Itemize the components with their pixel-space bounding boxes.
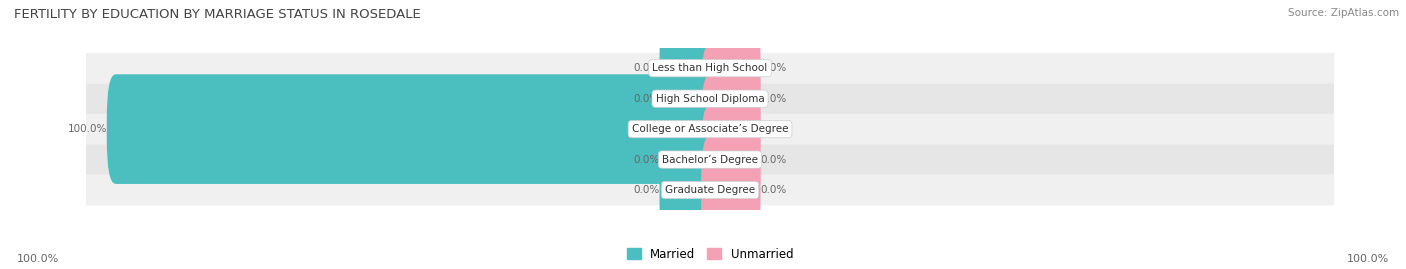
Text: 0.0%: 0.0%: [761, 124, 787, 134]
FancyBboxPatch shape: [659, 105, 718, 214]
FancyBboxPatch shape: [702, 44, 761, 154]
Text: Less than High School: Less than High School: [652, 63, 768, 73]
FancyBboxPatch shape: [107, 74, 718, 184]
Text: 100.0%: 100.0%: [17, 254, 59, 264]
Text: FERTILITY BY EDUCATION BY MARRIAGE STATUS IN ROSEDALE: FERTILITY BY EDUCATION BY MARRIAGE STATU…: [14, 8, 420, 21]
Text: 0.0%: 0.0%: [633, 155, 659, 165]
Text: 100.0%: 100.0%: [67, 124, 107, 134]
FancyBboxPatch shape: [659, 13, 718, 123]
FancyBboxPatch shape: [86, 175, 1334, 205]
Text: Graduate Degree: Graduate Degree: [665, 185, 755, 195]
Text: Source: ZipAtlas.com: Source: ZipAtlas.com: [1288, 8, 1399, 18]
Text: 0.0%: 0.0%: [761, 94, 787, 104]
FancyBboxPatch shape: [702, 13, 761, 123]
Text: Bachelor’s Degree: Bachelor’s Degree: [662, 155, 758, 165]
Text: 0.0%: 0.0%: [761, 63, 787, 73]
Text: 100.0%: 100.0%: [1347, 254, 1389, 264]
Legend: Married, Unmarried: Married, Unmarried: [621, 243, 799, 265]
FancyBboxPatch shape: [86, 83, 1334, 114]
FancyBboxPatch shape: [702, 105, 761, 214]
FancyBboxPatch shape: [702, 74, 761, 184]
Text: 0.0%: 0.0%: [633, 63, 659, 73]
Text: High School Diploma: High School Diploma: [655, 94, 765, 104]
Text: 0.0%: 0.0%: [633, 94, 659, 104]
Text: 0.0%: 0.0%: [761, 185, 787, 195]
Text: College or Associate’s Degree: College or Associate’s Degree: [631, 124, 789, 134]
FancyBboxPatch shape: [702, 135, 761, 245]
FancyBboxPatch shape: [86, 114, 1334, 144]
FancyBboxPatch shape: [86, 53, 1334, 83]
FancyBboxPatch shape: [659, 44, 718, 154]
Text: 0.0%: 0.0%: [633, 185, 659, 195]
Text: 0.0%: 0.0%: [761, 155, 787, 165]
FancyBboxPatch shape: [86, 144, 1334, 175]
FancyBboxPatch shape: [659, 135, 718, 245]
